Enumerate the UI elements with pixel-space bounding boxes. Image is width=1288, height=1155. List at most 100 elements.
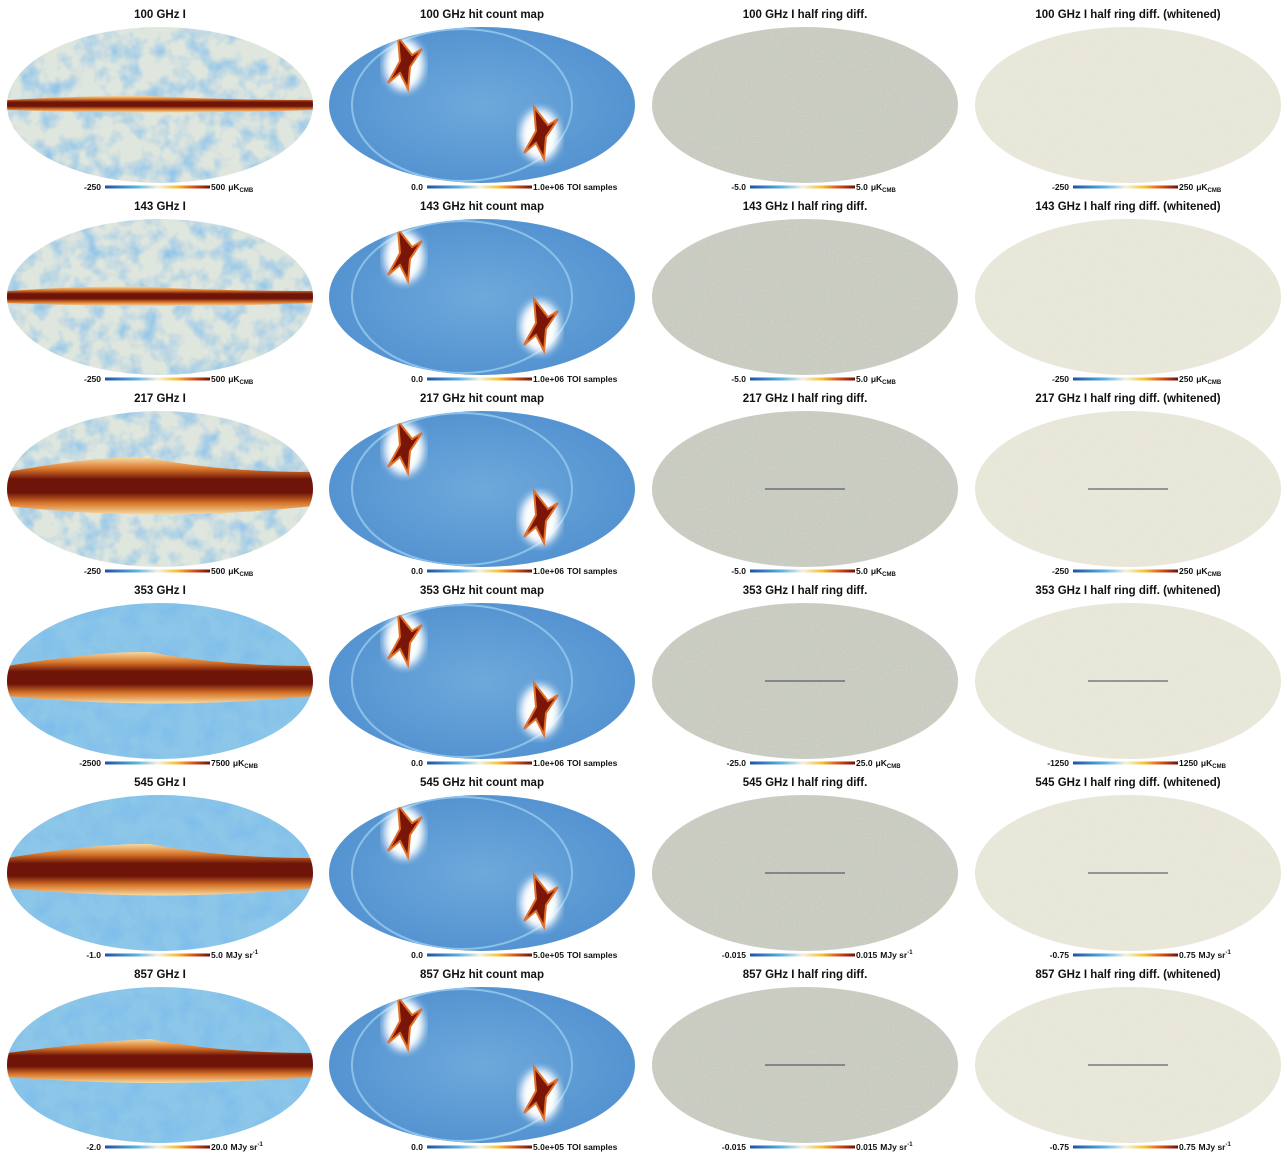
map-noise <box>652 27 958 183</box>
unit: MJy sr <box>880 950 908 960</box>
colorbar-max: 20.0 MJy sr-1 <box>211 1142 263 1152</box>
sky-map <box>975 987 1281 1143</box>
galactic-plane <box>7 843 313 896</box>
max-value: 0.75 <box>1179 1142 1196 1152</box>
panel-title: 143 GHz hit count map <box>420 201 544 213</box>
sky-map <box>975 795 1281 951</box>
unit: TOI samples <box>567 1142 618 1152</box>
sky-map <box>652 411 958 567</box>
unit: MJy sr <box>1199 1142 1227 1152</box>
max-value: 0.015 <box>856 950 878 960</box>
unit: μK <box>1201 758 1213 768</box>
max-value: 5.0 <box>856 566 868 576</box>
ecliptic-pole <box>387 801 423 861</box>
unit: TOI samples <box>567 182 618 192</box>
colorbar-max: 1250 μKCMB <box>1179 758 1227 770</box>
sky-map <box>7 27 313 183</box>
colorbar <box>750 761 855 765</box>
unit-sub: CMB <box>882 572 896 578</box>
colorbar-max: 250 μKCMB <box>1179 566 1222 578</box>
sky-map <box>7 411 313 567</box>
map-bg <box>329 987 635 1143</box>
panel: 353 GHz I half ring diff. (whitened) -125… <box>975 585 1281 770</box>
panel-title: 100 GHz I half ring diff. (whitened) <box>1035 9 1220 21</box>
max-value: 25.0 <box>856 758 873 768</box>
colorbar-min: -2500 <box>79 758 101 768</box>
panel: 857 GHz I -2.0 20.0 MJy sr-1 <box>7 969 313 1152</box>
galactic-plane <box>7 457 313 515</box>
panel-title: 100 GHz hit count map <box>420 9 544 21</box>
colorbar-min: 0.0 <box>411 182 423 192</box>
map-noise <box>975 27 1281 183</box>
sky-map <box>975 219 1281 375</box>
unit-sub: CMB <box>1208 572 1222 578</box>
colorbar <box>750 377 855 381</box>
colorbar-max: 7500 μKCMB <box>211 758 259 770</box>
max-value: 1.0e+06 <box>533 374 564 384</box>
map-bg <box>329 27 635 183</box>
galactic-plane <box>7 651 313 704</box>
ecliptic-pole <box>387 609 423 669</box>
panel: 545 GHz hit count map 0.0 5.0e+05 TOI sampl… <box>329 777 635 960</box>
colorbar <box>1073 953 1178 957</box>
sky-map <box>975 411 1281 567</box>
ecliptic-pole <box>523 679 559 739</box>
colorbar-min: -5.0 <box>731 374 746 384</box>
max-value: 7500 <box>211 758 230 768</box>
max-value: 0.75 <box>1179 950 1196 960</box>
colorbar-max: 500 μKCMB <box>211 566 254 578</box>
scan-ring <box>351 220 573 374</box>
sky-map <box>7 795 313 951</box>
unit: μK <box>228 182 240 192</box>
max-value: 5.0e+05 <box>533 950 564 960</box>
sky-map <box>652 987 958 1143</box>
colorbar <box>105 185 210 189</box>
panel-title: 217 GHz I <box>134 393 186 405</box>
panel: 353 GHz hit count map 0.0 1.0e+06 TOI sampl… <box>329 585 635 768</box>
colorbar-min: -25.0 <box>727 758 747 768</box>
unit-sub: CMB <box>240 188 254 194</box>
colorbar <box>105 761 210 765</box>
panel-title: 353 GHz I half ring diff. <box>743 585 868 597</box>
unit-sub: CMB <box>240 572 254 578</box>
colorbar-min: -2.0 <box>86 1142 101 1152</box>
panel: 217 GHz I -250 500 μKCMB <box>7 393 313 578</box>
unit: MJy sr <box>226 950 254 960</box>
unit-sub: CMB <box>887 764 901 770</box>
colorbar-min: -0.015 <box>722 950 746 960</box>
sky-map <box>329 795 635 951</box>
unit-sup: -1 <box>257 1142 263 1148</box>
panel: 545 GHz I half ring diff. -0.015 0.015 MJy … <box>652 777 958 960</box>
colorbar <box>1073 569 1178 573</box>
max-value: 250 <box>1179 374 1193 384</box>
panel-title: 545 GHz I half ring diff. <box>743 777 868 789</box>
unit: μK <box>233 758 245 768</box>
scan-ring <box>351 988 573 1142</box>
panel: 217 GHz I half ring diff. -5.0 5.0 μKCMB <box>652 393 958 578</box>
colorbar <box>105 569 210 573</box>
ecliptic-pole <box>523 103 559 163</box>
panel: 143 GHz I half ring diff. -5.0 5.0 μKCMB <box>652 201 958 386</box>
colorbar-max: 1.0e+06 TOI samples <box>533 374 618 384</box>
unit: μK <box>1196 374 1208 384</box>
colorbar <box>427 1145 532 1149</box>
max-value: 5.0 <box>211 950 223 960</box>
unit-sub: CMB <box>882 380 896 386</box>
sky-map <box>329 27 635 183</box>
max-value: 500 <box>211 566 225 576</box>
panel-title: 100 GHz I <box>134 9 186 21</box>
galactic-plane <box>7 286 313 306</box>
sky-map <box>329 603 635 759</box>
panel-title: 545 GHz I half ring diff. (whitened) <box>1035 777 1220 789</box>
map-bg <box>329 219 635 375</box>
panel: 857 GHz I half ring diff. -0.015 0.015 MJy … <box>652 969 958 1152</box>
colorbar-max: 5.0 μKCMB <box>856 566 897 578</box>
max-value: 0.015 <box>856 1142 878 1152</box>
sky-map <box>329 411 635 567</box>
ecliptic-pole <box>387 417 423 477</box>
unit: μK <box>871 566 883 576</box>
colorbar-min: -250 <box>1052 182 1069 192</box>
panel: 100 GHz hit count map 0.0 1.0e+06 TOI sampl… <box>329 9 635 192</box>
panel: 100 GHz I half ring diff. -5.0 5.0 μKCMB <box>652 9 958 194</box>
